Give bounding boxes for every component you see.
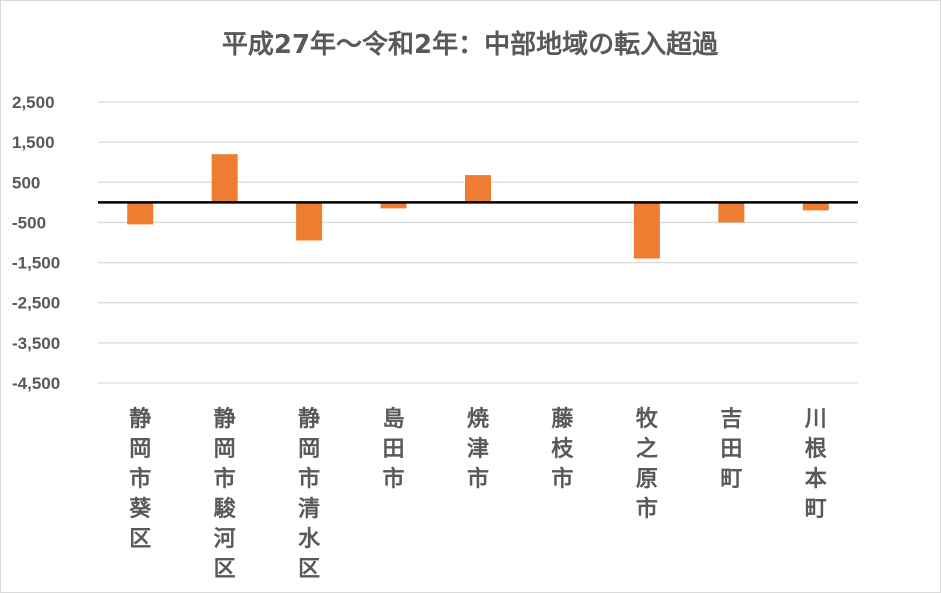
bar (296, 202, 323, 241)
bars (127, 154, 829, 259)
x-tick-label: 静岡市駿河区 (214, 406, 237, 582)
y-tick-label: -4,500 (12, 374, 60, 393)
bar (633, 202, 660, 259)
x-axis-tick-labels: 静岡市葵区 静岡市駿河区 静岡市清水区 島田市 焼津市 藤枝市 牧之原市 吉田町 川根本町 (128, 406, 827, 582)
bar (802, 202, 829, 211)
y-tick-label: 500 (12, 173, 40, 192)
x-tick-label: 藤枝市 (551, 406, 574, 492)
bar (380, 202, 407, 209)
x-tick-label: 焼津市 (467, 406, 489, 492)
y-tick-label: 2,500 (12, 93, 55, 112)
y-tick-label: -500 (12, 213, 46, 232)
y-tick-label: -2,500 (12, 294, 60, 313)
y-tick-label: 1,500 (12, 133, 55, 152)
x-tick-label: 静岡市葵区 (128, 406, 152, 552)
gridlines (98, 101, 858, 384)
x-tick-label: 川根本町 (804, 407, 827, 522)
x-tick-label: 牧之原市 (636, 406, 659, 522)
x-tick-label: 島田市 (383, 406, 405, 492)
y-axis-tick-labels: 2,500 1,500 500 -500 -1,500 -2,500 -3,500 -4,50… (12, 93, 60, 393)
x-tick-label: 静岡市清水区 (298, 406, 321, 582)
chart-title: 平成27年～令和2年：中部地域の転入超過 (222, 29, 719, 60)
x-tick-label: 吉田町 (720, 406, 742, 492)
bar (211, 154, 238, 203)
y-tick-label: -3,500 (12, 334, 60, 353)
bar (127, 202, 154, 225)
bar (465, 175, 491, 203)
bar (718, 202, 745, 223)
y-tick-label: -1,500 (12, 254, 60, 273)
